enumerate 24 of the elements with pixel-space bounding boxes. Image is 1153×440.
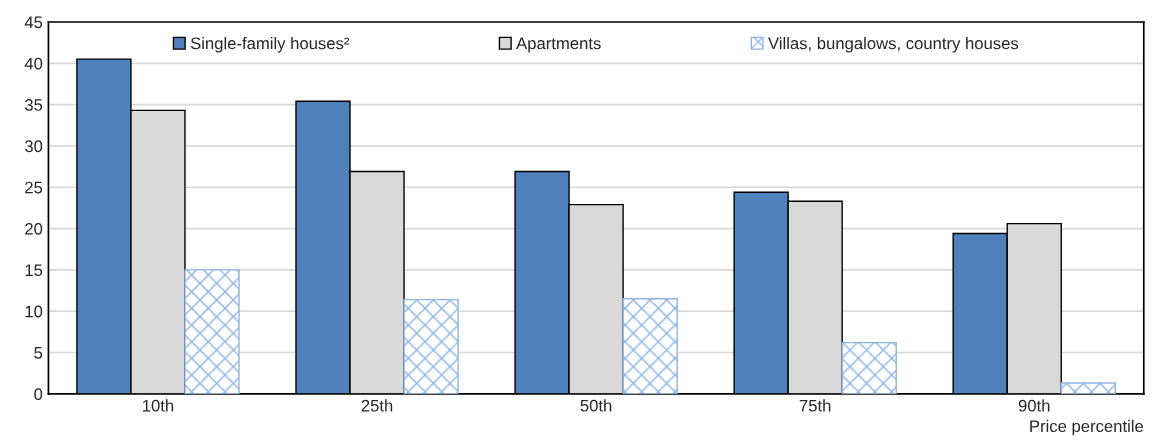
bar [403,298,459,394]
y-tick-label: 0 [34,388,43,400]
y-tick-label: 10 [25,305,43,318]
y-tick-label: 35 [24,99,43,111]
x-tick-label: 90th [1018,399,1050,412]
bar [1060,382,1116,394]
bar [841,341,897,394]
x-tick-label: 50th [580,399,612,412]
y-tick-label: 20 [25,222,43,235]
x-tick-label: 25th [361,399,393,412]
y-tick-label: 5 [34,347,43,359]
y-tick-label: 15 [25,264,43,277]
y-tick-label: 40 [24,57,43,70]
y-tick-label: 30 [24,140,43,153]
legend-label: Villas, bungalows, country houses [768,37,1019,53]
y-tick-label: 45 [24,16,43,29]
legend-label: Single-family houses² [190,37,350,53]
x-tick-label: 75th [799,399,831,412]
bar [622,298,678,394]
x-tick-label: 10th [143,399,174,412]
y-tick-label: 25 [25,181,43,194]
legend-label: Apartments [516,37,601,53]
x-axis-title: Price percentile [1030,419,1144,436]
bar [184,269,240,394]
